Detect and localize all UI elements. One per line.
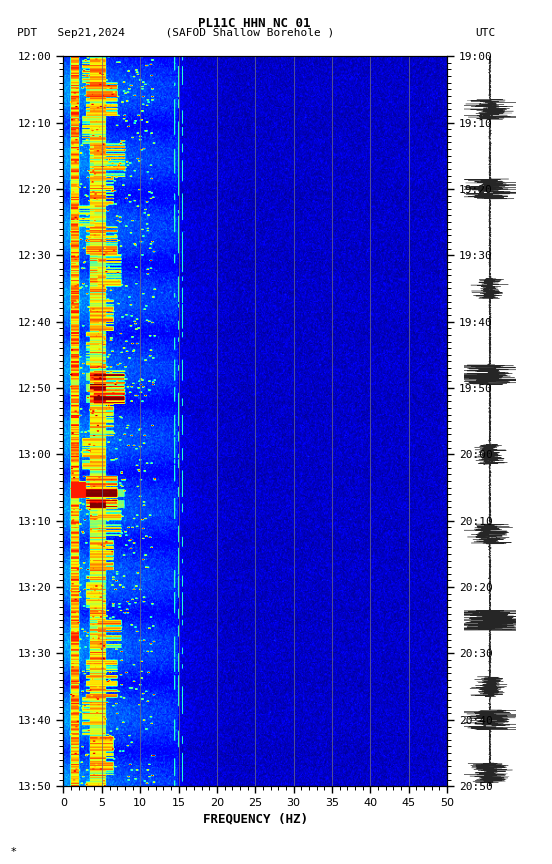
Text: UTC: UTC [476,28,496,38]
Text: *: * [11,847,17,857]
X-axis label: FREQUENCY (HZ): FREQUENCY (HZ) [203,812,308,825]
Text: PL11C HHN NC 01: PL11C HHN NC 01 [198,17,310,30]
Text: PDT   Sep21,2024      (SAFOD Shallow Borehole ): PDT Sep21,2024 (SAFOD Shallow Borehole ) [17,28,334,38]
